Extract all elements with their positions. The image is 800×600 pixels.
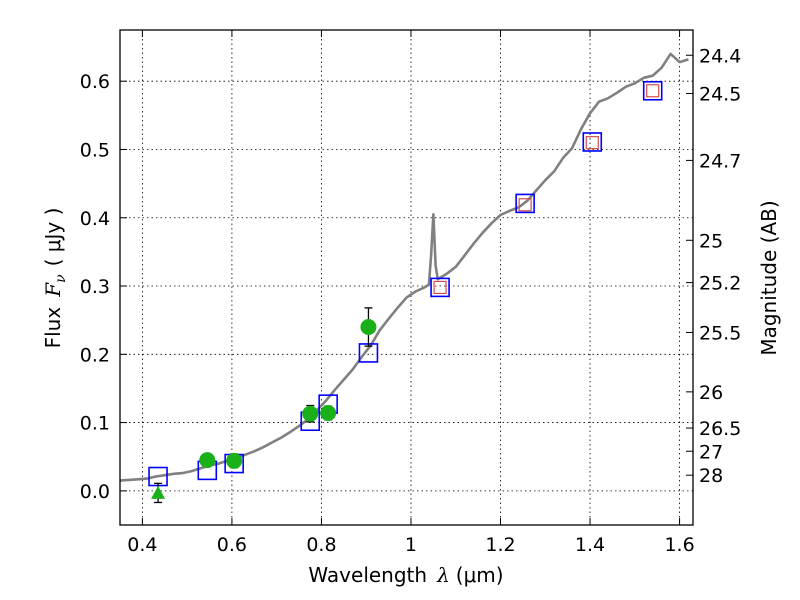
model-photometry-marker: [515, 193, 535, 214]
plot-frame: [119, 29, 694, 526]
right-tick-label: 28: [699, 465, 723, 487]
right-axis-title: Magnitude (AB): [757, 200, 781, 355]
y-tick-label: 0.4: [80, 208, 110, 230]
x-tick-label: 0.6: [217, 534, 247, 556]
y-axis-symbol: F: [41, 282, 65, 298]
y-tick-label: 0.2: [80, 344, 110, 366]
spectrum-line: [120, 52, 689, 482]
x-tick-label: 1.4: [575, 534, 605, 556]
grid: [120, 30, 693, 525]
y-tick-label: 0.5: [80, 139, 110, 161]
x-tick-label: 0.8: [306, 534, 336, 556]
observed-photometry-marker: [360, 319, 377, 335]
upper-limit-marker: [585, 136, 599, 150]
y-tick-label: 0.6: [80, 71, 110, 93]
x-tick-label: 1.6: [664, 534, 694, 556]
right-tick-label: 24.4: [699, 45, 741, 67]
upper-limit-marker: [433, 280, 447, 294]
right-tick-label: 27: [699, 441, 723, 463]
y-axis-subscript: ν: [53, 274, 69, 283]
right-tick-label: 26.5: [699, 418, 741, 440]
x-axis-label: Wavelength: [308, 563, 427, 587]
observed-photometry-marker: [199, 452, 216, 469]
model-photometry-marker: [430, 277, 450, 298]
y-tick-label: 0.1: [80, 413, 110, 435]
upper-limit-marker: [646, 84, 660, 98]
ticks-layer: 0.4 0.6 0.8 1 1.2 1.4 1.6 0.0 0.1 0.2 0.3 0.4 0.5 0.6…: [80, 30, 741, 556]
right-tick-label: 25: [699, 230, 723, 252]
spectrum-layer: [120, 52, 689, 482]
x-tick-label: 0.4: [127, 534, 157, 556]
y-axis-title: Flux Fν ( μJy ): [41, 208, 69, 349]
right-tick-label: 24.7: [699, 150, 741, 172]
observed-photometry-marker: [320, 405, 337, 422]
upper-limit-marker: [518, 198, 532, 212]
y-axis-label: Flux: [41, 307, 65, 349]
y-tick-label: 0.0: [80, 481, 110, 503]
y-tick-label: 0.3: [80, 276, 110, 298]
observed-triangle-marker: [151, 485, 166, 499]
observed-photometry-marker: [302, 405, 319, 422]
model-photometry-marker: [642, 80, 663, 101]
points-layer: [148, 80, 663, 504]
model-photometry-marker: [582, 132, 603, 152]
right-tick-label: 25.5: [699, 322, 741, 344]
x-axis-unit: (μm): [456, 563, 504, 587]
right-tick-label: 24.5: [699, 83, 741, 105]
x-tick-label: 1: [405, 534, 417, 556]
x-axis-title: Wavelength λ (μm): [308, 563, 503, 587]
observed-photometry-marker: [226, 452, 243, 469]
right-tick-label: 26: [699, 382, 723, 404]
y-axis-unit: ( μJy ): [41, 208, 65, 267]
right-tick-label: 25.2: [699, 273, 741, 295]
x-tick-label: 1.2: [485, 534, 515, 556]
x-axis-symbol: λ: [436, 563, 450, 587]
